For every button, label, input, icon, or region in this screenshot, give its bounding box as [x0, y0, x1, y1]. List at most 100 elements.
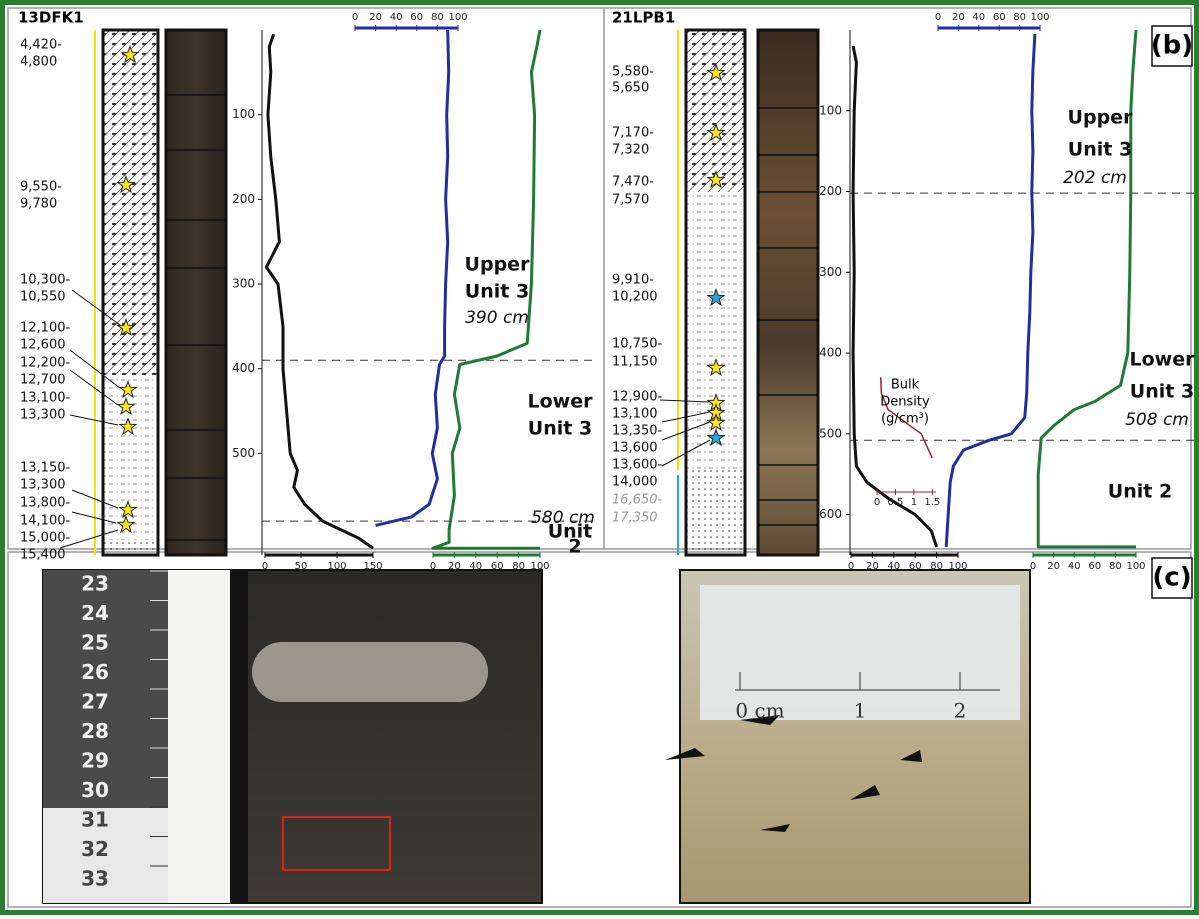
profile-tick-label: 20: [952, 12, 965, 23]
unit-annotation: Upper: [1068, 107, 1134, 129]
profile-tick-label: 40: [972, 12, 985, 23]
age-label: 13,350-: [612, 424, 662, 439]
age-label: 15,000-: [20, 531, 70, 546]
unit-annotation: 2: [568, 536, 581, 558]
ruler-label: 24: [81, 601, 109, 625]
age-label: 13,800-: [20, 496, 70, 511]
profile-tick-label: 60: [993, 12, 1006, 23]
age-label: 4,800: [20, 55, 57, 70]
depth-tick-label: 200: [232, 192, 255, 206]
age-label: 5,650: [612, 81, 649, 96]
profile-tick-label: 60: [410, 12, 423, 23]
ruler-label: 27: [81, 690, 109, 714]
profile-tick-label: 0: [262, 561, 268, 572]
profile-tick-label: 100: [948, 561, 967, 572]
core-image: [166, 30, 226, 555]
age-label: 13,100: [612, 407, 658, 422]
unit-annotation: Upper: [465, 254, 531, 276]
unit-annotation: 508 cm: [1125, 410, 1189, 430]
age-label: 9,910-: [612, 273, 654, 288]
profile-tick-label: 80: [431, 12, 444, 23]
ruler-label: 31: [81, 808, 109, 832]
age-label: 12,200-: [20, 356, 70, 371]
profile-tick-label: 100: [327, 561, 346, 572]
profile-tick-label: 100: [1126, 561, 1145, 572]
age-label: 15,400: [20, 548, 66, 563]
depth-tick-label: 400: [819, 346, 842, 360]
age-label-muted: 16,650-: [612, 493, 662, 508]
profile-tick-label: 40: [390, 12, 403, 23]
age-label: 7,320: [612, 143, 649, 158]
profile-tick-label: 80: [1013, 12, 1026, 23]
unit-annotation: Unit 3: [1130, 381, 1194, 403]
scale-label: 1: [854, 699, 867, 723]
age-label: 9,550-: [20, 180, 62, 195]
ruler-label: 30: [81, 778, 109, 802]
ruler-label: 26: [81, 660, 109, 684]
unit-annotation: Unit 2: [1108, 481, 1172, 503]
figure: (b) (c) 13DFK14,420-4,8009,550-9,78010,3…: [0, 0, 1199, 915]
profile-tick-label: 80: [512, 561, 525, 572]
unit-annotation: Unit 3: [1068, 139, 1132, 161]
profile-tick-label: 0: [848, 561, 854, 572]
profile-tick-label: 40: [469, 561, 482, 572]
profile-tick-label: 20: [448, 561, 461, 572]
ruler-label: 28: [81, 719, 109, 743]
profile-tick-label: 20: [369, 12, 382, 23]
profile-tick-label: 100: [1030, 12, 1049, 23]
age-label: 5,580-: [612, 65, 654, 80]
age-label: 13,150-: [20, 461, 70, 476]
panel-label: (b): [1151, 31, 1193, 61]
depth-tick-label: 400: [232, 361, 255, 375]
age-label: 13,600: [612, 441, 658, 456]
depth-tick-label: 100: [232, 107, 255, 121]
litho-sand: [103, 540, 158, 555]
litho-sand: [686, 470, 745, 555]
age-label: 7,570: [612, 193, 649, 208]
unit-annotation: Lower: [1130, 349, 1196, 371]
profile-tick-label: 0: [1030, 561, 1036, 572]
age-label: 7,170-: [612, 126, 654, 141]
age-label: 13,100-: [20, 391, 70, 406]
panel-label: (c): [1152, 563, 1191, 593]
profile-tick-label: 1: [911, 497, 917, 508]
profile-tick-label: 150: [363, 561, 382, 572]
age-label: 12,100-: [20, 321, 70, 336]
profile-tick-label: 60: [1088, 561, 1101, 572]
unit-annotation: Lower: [528, 391, 594, 413]
age-label: 14,000: [612, 475, 658, 490]
profile-title: Density: [880, 395, 930, 410]
depth-tick-label: 500: [232, 446, 255, 460]
age-label: 13,300: [20, 478, 66, 493]
profile-tick-label: 80: [1109, 561, 1122, 572]
profile-tick-label: 20: [866, 561, 879, 572]
age-label: 11,150: [612, 355, 658, 370]
profile-tick-label: 50: [295, 561, 308, 572]
age-label: 10,750-: [612, 337, 662, 352]
scale-label: 0 cm: [735, 699, 784, 723]
age-label: 12,700: [20, 373, 66, 388]
scale-label: 2: [954, 699, 967, 723]
age-label: 13,300: [20, 408, 66, 423]
age-label: 7,470-: [612, 175, 654, 190]
profile-tick-label: 0: [935, 12, 941, 23]
age-label-muted: 17,350: [612, 511, 658, 526]
core-name: 21LPB1: [612, 9, 675, 27]
ruler-label: 25: [81, 631, 109, 655]
age-label: 10,300-: [20, 273, 70, 288]
profile-tick-label: 60: [909, 561, 922, 572]
depth-tick-label: 300: [819, 265, 842, 279]
profile-tick-label: 0: [352, 12, 358, 23]
ruler-label: 33: [81, 867, 109, 891]
unit-annotation: Unit 3: [465, 281, 529, 303]
age-label: 12,600: [20, 338, 66, 353]
profile-tick-label: 0.5: [887, 497, 903, 508]
unit-annotation: Unit 3: [528, 418, 592, 440]
depth-tick-label: 200: [819, 184, 842, 198]
core-edge: [230, 570, 248, 903]
age-label: 10,550: [20, 290, 66, 305]
age-label: 4,420-: [20, 38, 62, 53]
age-label: 10,200: [612, 290, 658, 305]
core-name: 13DFK1: [18, 9, 84, 27]
ruler-label: 23: [81, 572, 109, 596]
